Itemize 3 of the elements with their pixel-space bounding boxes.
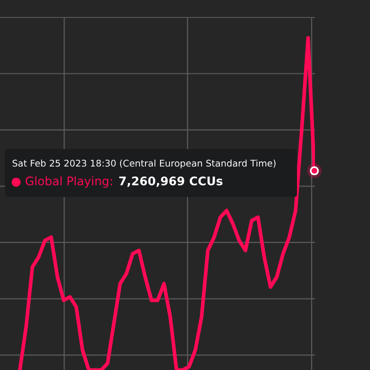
annotation: ● Global Playing: xyxy=(12,176,112,188)
annotation: 7,260,969 CCUs xyxy=(119,176,222,187)
annotation: Sat Feb 25 2023 18:30 (Central European Standard Time) xyxy=(12,160,276,168)
